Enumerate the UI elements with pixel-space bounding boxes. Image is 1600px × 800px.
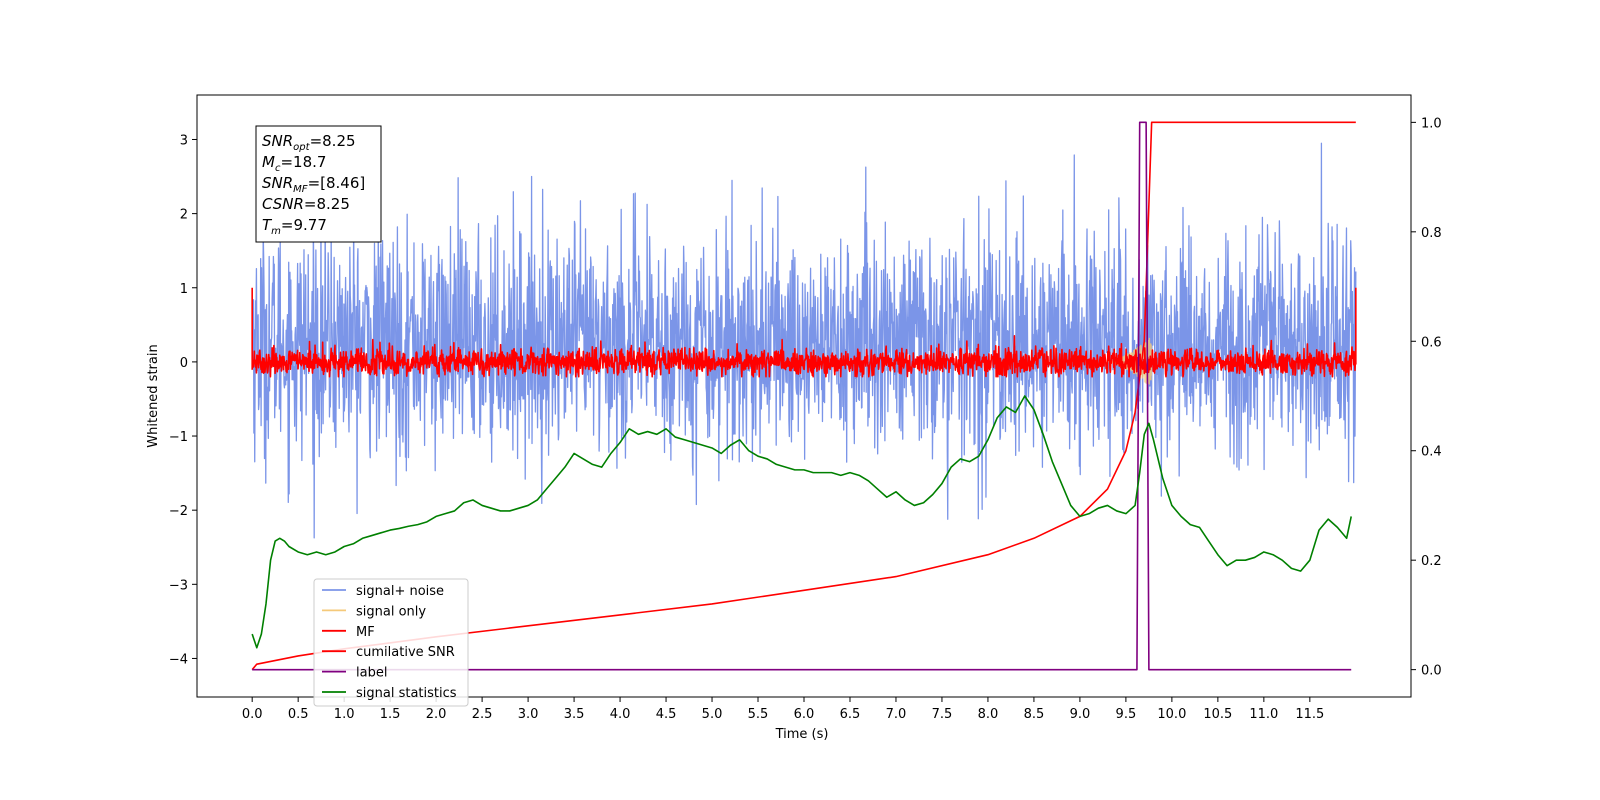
annotation-line: SNRMF=[8.46] (262, 174, 365, 195)
y-tick-label: −4 (169, 652, 188, 667)
x-tick-label: 11.5 (1295, 707, 1324, 722)
y2-tick-label: 0.6 (1421, 335, 1442, 350)
y-tick-label: 0 (180, 356, 188, 371)
legend-label: signal+ noise (356, 584, 444, 599)
x-tick-label: 2.0 (426, 707, 447, 722)
x-tick-label: 9.5 (1116, 707, 1137, 722)
legend-frame (313, 578, 469, 707)
series-layer-back (251, 142, 1357, 539)
x-tick-label: 10.5 (1203, 707, 1232, 722)
y-tick-label: 2 (180, 208, 188, 223)
x-tick-label: 4.0 (610, 707, 631, 722)
annotation-line: SNRopt=8.25 (262, 132, 356, 153)
x-tick-label: 7.5 (932, 707, 953, 722)
x-tick-label: 10.0 (1157, 707, 1186, 722)
y2-tick-label: 0.0 (1421, 664, 1442, 679)
legend-label: cumilative SNR (356, 645, 455, 660)
x-axis-ticks: 0.0 0.5 1.0 1.5 2.0 2.5 3.0 3.5 4.0 4.5 5.0 5.5 6.0 6… (242, 697, 1324, 722)
x-tick-label: 0.0 (242, 707, 263, 722)
x-tick-label: 1.5 (380, 707, 401, 722)
y-tick-label: −3 (169, 578, 188, 593)
series-signal-noise (251, 142, 1357, 539)
series-signal-statistics (251, 395, 1353, 649)
y2-tick-label: 0.4 (1421, 445, 1442, 460)
x-tick-label: 4.5 (656, 707, 677, 722)
y-tick-label: 1 (180, 282, 188, 297)
legend-label: label (356, 666, 387, 681)
x-tick-label: 3.0 (518, 707, 539, 722)
x-tick-label: 9.0 (1070, 707, 1091, 722)
y-tick-label: −1 (169, 430, 188, 445)
x-tick-label: 6.5 (840, 707, 861, 722)
legend: signal+ noise signal only MF cumilative SNR… (313, 578, 469, 707)
annotation-frame (255, 125, 382, 243)
y-axis-label: Whitened strain (146, 344, 161, 447)
legend-label: MF (356, 625, 375, 640)
x-tick-label: 5.0 (702, 707, 723, 722)
x-tick-label: 5.5 (748, 707, 769, 722)
x-tick-label: 1.0 (334, 707, 355, 722)
x-tick-label: 11.0 (1249, 707, 1278, 722)
legend-label: signal statistics (356, 686, 457, 701)
x-tick-label: 0.5 (288, 707, 309, 722)
x-tick-label: 8.5 (1024, 707, 1045, 722)
series-mf (251, 287, 1357, 378)
annotation-line: CSNR=8.25 (262, 195, 350, 213)
annotation-line: Tm=9.77 (262, 216, 327, 237)
y-tick-label: 3 (180, 133, 188, 148)
x-tick-label: 2.5 (472, 707, 493, 722)
series-label (252, 121, 1352, 671)
x-tick-label: 8.0 (978, 707, 999, 722)
y2-axis-ticks: 0.0 0.2 0.4 0.6 0.8 1.0 (1411, 116, 1442, 679)
y2-tick-label: 1.0 (1421, 116, 1442, 131)
y-axis-ticks: −4 −3 −2 −1 0 1 2 3 (169, 133, 197, 667)
y2-tick-label: 0.2 (1421, 554, 1442, 569)
x-tick-label: 7.0 (886, 707, 907, 722)
annotation-line: Mc=18.7 (262, 153, 326, 174)
x-axis-label: Time (s) (775, 727, 829, 742)
y-tick-label: −2 (169, 504, 188, 519)
x-tick-label: 6.0 (794, 707, 815, 722)
legend-label: signal only (356, 604, 426, 619)
x-tick-label: 3.5 (564, 707, 585, 722)
y2-tick-label: 0.8 (1421, 226, 1442, 241)
